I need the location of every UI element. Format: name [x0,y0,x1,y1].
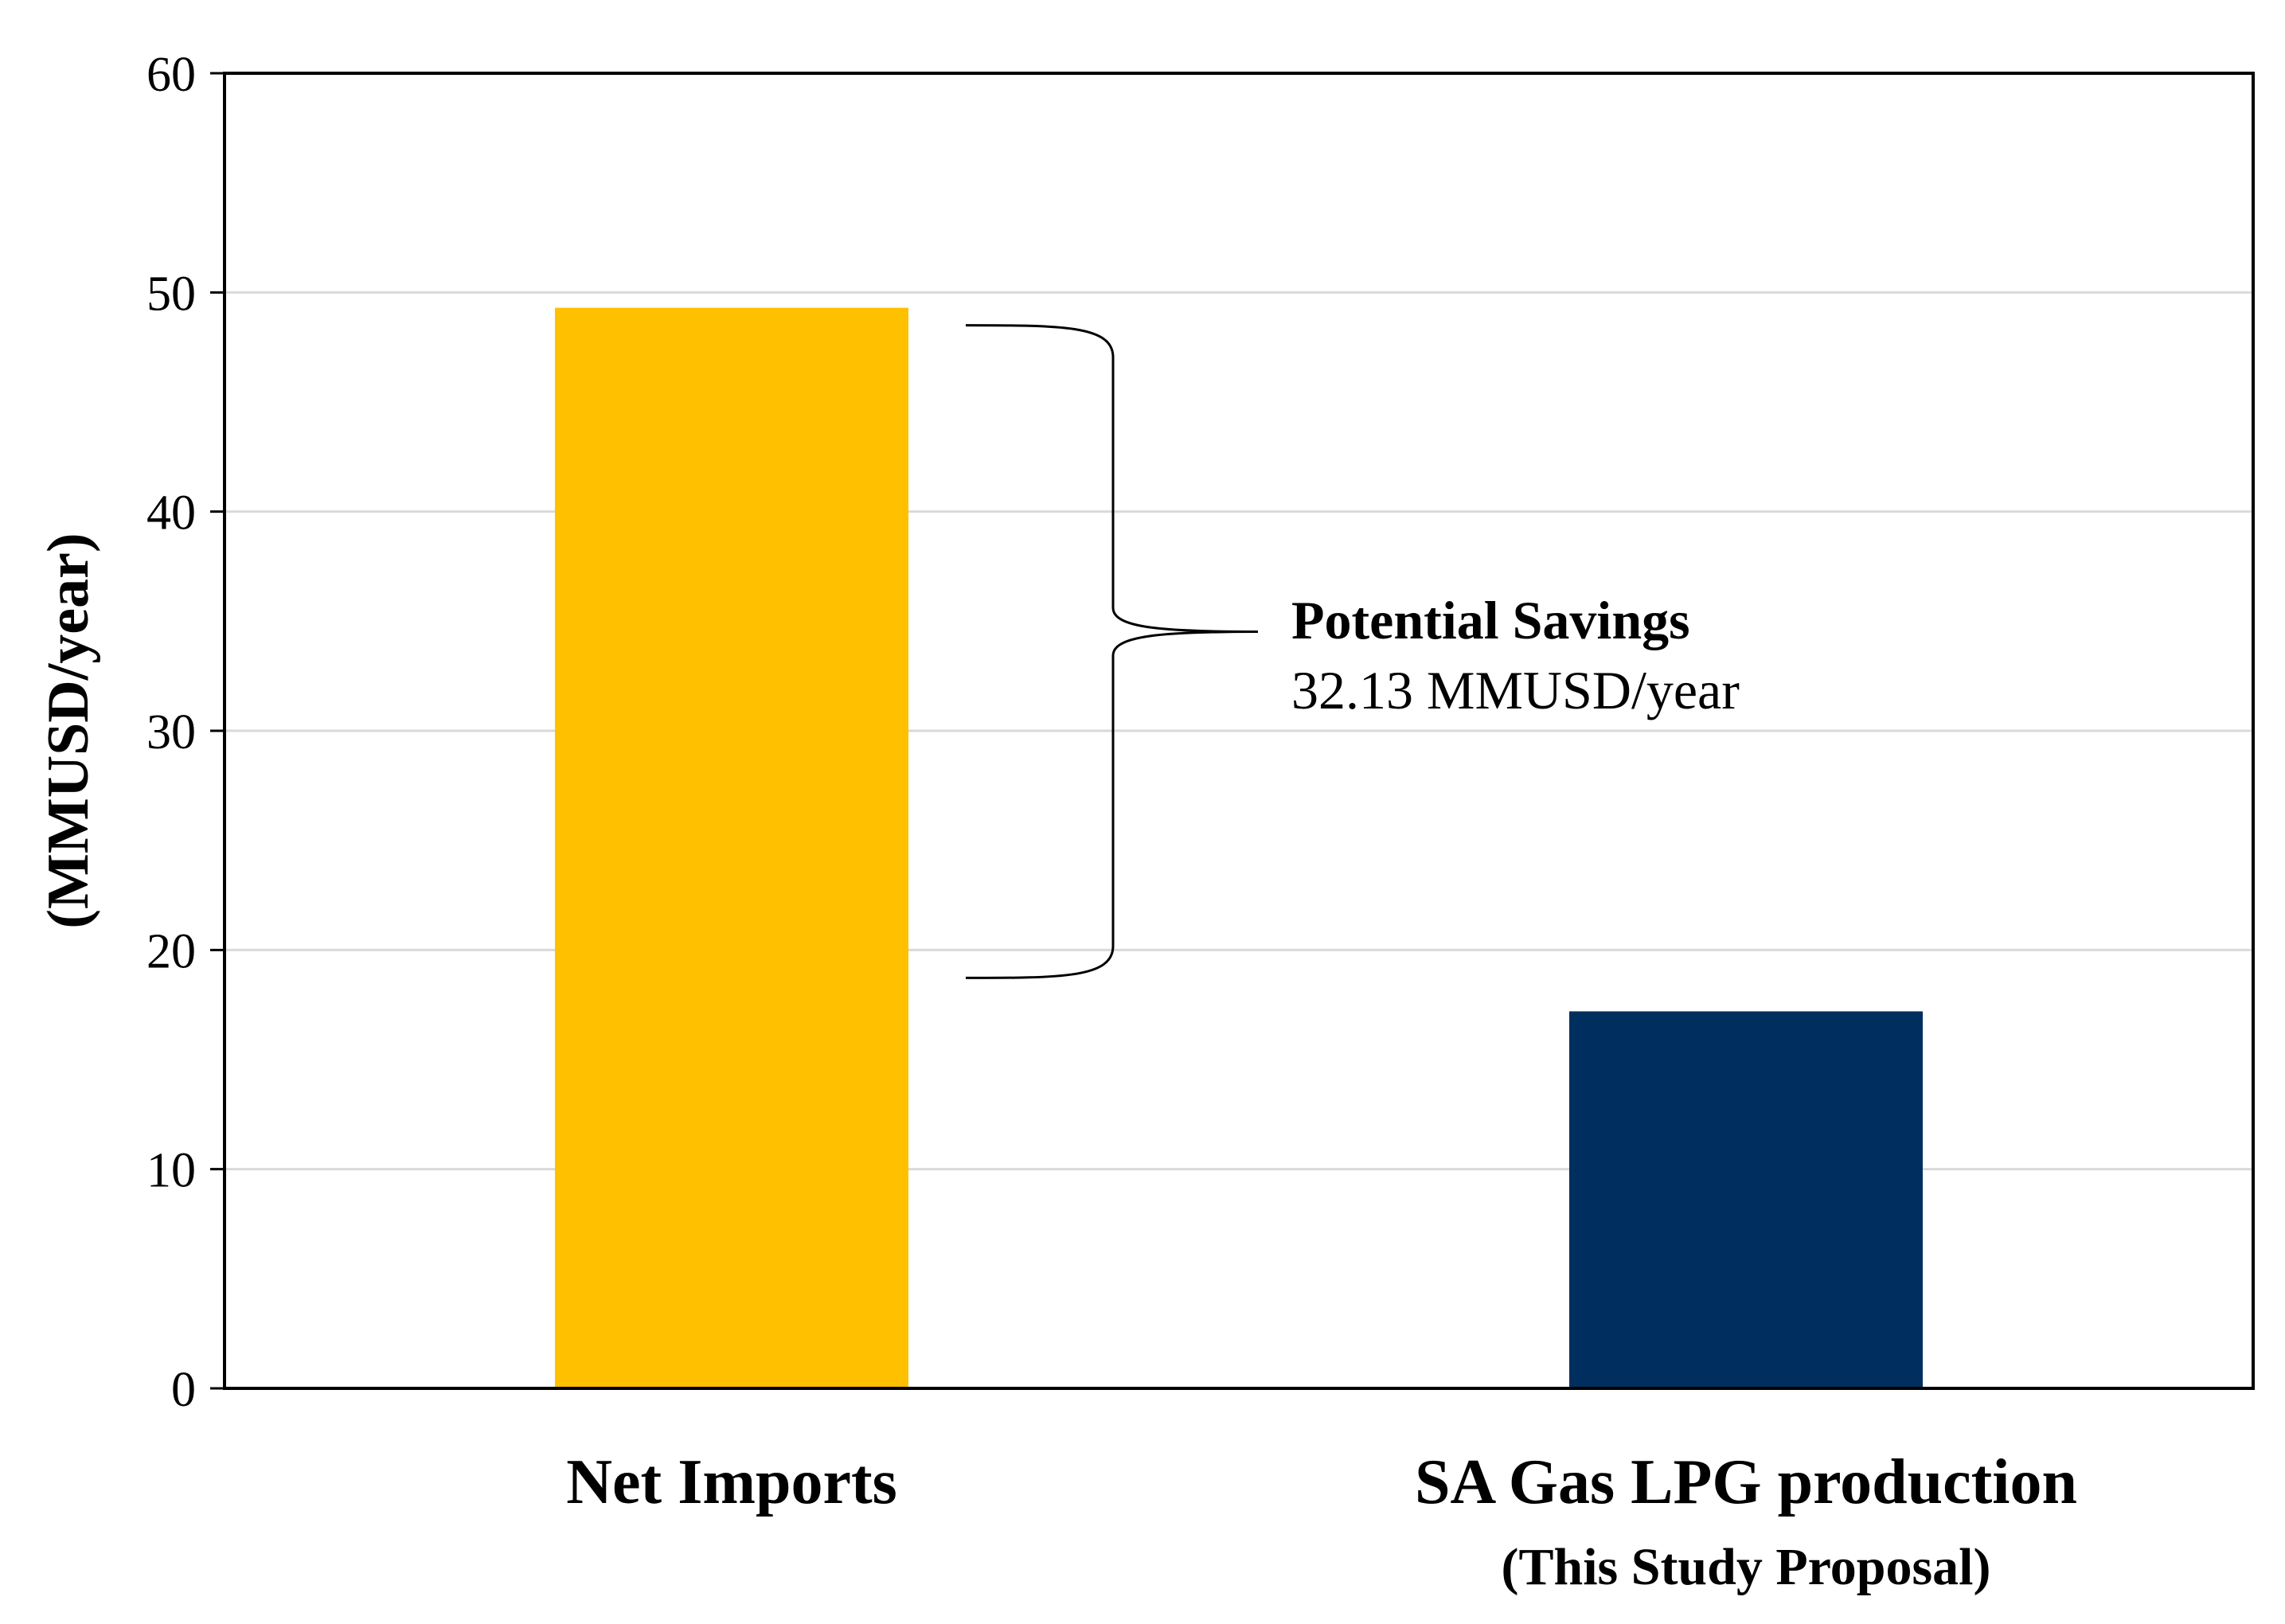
y-tick-label: 10 [146,1144,196,1198]
bar-0 [555,307,908,1388]
y-tick-label: 60 [146,48,196,102]
x-category-label-net-imports: Net Imports [566,1447,896,1517]
savings-brace [965,324,1259,979]
annotation-value: 32.13 MMUSD/year [1291,660,1740,720]
y-axis-label: (MMUSD/year) [36,533,101,928]
y-tick-label: 40 [146,486,196,541]
y-axis: 0 10 20 30 40 50 60 [146,48,225,1417]
x-category-sublabel: (This Study Proposal) [1502,1538,1991,1596]
y-tick-label: 30 [146,705,196,759]
annotation-title: Potential Savings [1291,590,1690,650]
bar-1 [1569,1011,1923,1388]
x-category-label-sa-gas-lpg: SA Gas LPG production [1415,1447,2077,1517]
bars [555,307,1923,1388]
y-tick-label: 0 [171,1363,196,1417]
y-tick-label: 20 [146,924,196,978]
gridlines [225,291,2253,1171]
y-tick-label: 50 [146,267,196,321]
